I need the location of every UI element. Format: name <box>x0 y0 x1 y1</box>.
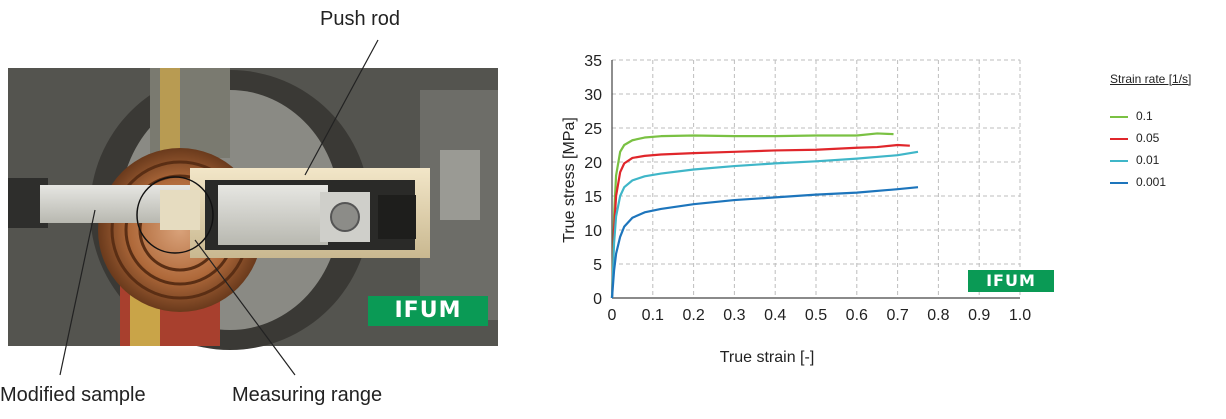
series-lines <box>610 132 919 299</box>
series-line-0_01 <box>610 150 919 299</box>
legend-label: 0.05 <box>1136 131 1160 145</box>
x-tick-label: 1.0 <box>1009 307 1031 324</box>
legend-item: 0.05 <box>1110 130 1159 146</box>
push-rod-label: Push rod <box>320 8 401 30</box>
legend-item: 0.001 <box>1110 174 1166 190</box>
y-tick-label: 15 <box>584 189 602 206</box>
y-tick-label: 5 <box>593 257 602 274</box>
legend-item: 0.1 <box>1110 108 1153 124</box>
x-tick-label: 0.5 <box>805 307 827 324</box>
legend-label: 0.1 <box>1136 109 1153 123</box>
x-tick-label: 0.8 <box>927 307 949 324</box>
modified-sample-callout-line <box>59 209 96 376</box>
push-rod-screw <box>330 202 360 232</box>
modified-sample-label: Modified sample <box>0 384 146 406</box>
grid <box>612 59 1021 298</box>
x-tick-label: 0.6 <box>846 307 868 324</box>
series-line-0_05 <box>610 143 910 299</box>
x-tick-label: 0.1 <box>642 307 664 324</box>
legend-label: 0.001 <box>1136 175 1167 189</box>
series-line-0_001 <box>610 186 919 299</box>
legend-title: Strain rate [1/s] <box>1110 72 1192 86</box>
push-rod-callout-line <box>304 39 379 176</box>
series-line-0_1 <box>610 132 894 299</box>
x-tick-label: 0.2 <box>682 307 704 324</box>
x-tick-label: 0.3 <box>723 307 745 324</box>
measuring-range-callout-line <box>194 239 296 376</box>
right-bolt <box>440 150 480 220</box>
photo-panel: Push rod Modified sample Measuring range… <box>0 0 520 414</box>
stress-strain-chart: 0 0.1 0.2 0.3 0.4 0.5 0.6 0.7 0.8 0.9 1.0 0 5 10 15 20 2… <box>561 53 1031 366</box>
y-tick-label: 10 <box>584 223 602 240</box>
y-tick-label: 25 <box>584 121 602 138</box>
legend-swatch <box>1110 181 1128 184</box>
x-tick-label: 0 <box>608 307 617 324</box>
y-axis-label: True stress [MPa] <box>561 117 578 243</box>
y-tick-label: 30 <box>584 87 602 104</box>
push-rod-dark-block <box>378 195 416 239</box>
chart-ifum-logo: IFUM <box>968 270 1054 292</box>
measuring-gap <box>160 190 200 230</box>
x-tick-label: 0.9 <box>968 307 990 324</box>
legend-item: 0.01 <box>1110 152 1159 168</box>
specimen-photo <box>8 39 498 376</box>
tick-labels: 0 0.1 0.2 0.3 0.4 0.5 0.6 0.7 0.8 0.9 1.0 0 5 10 15 20 2… <box>584 53 1031 324</box>
y-tick-label: 35 <box>584 53 602 70</box>
top-clamp-stripe <box>160 68 180 158</box>
measuring-range-label: Measuring range <box>232 384 383 406</box>
chart-panel: 0 0.1 0.2 0.3 0.4 0.5 0.6 0.7 0.8 0.9 1.0 0 5 10 15 20 2… <box>520 0 1226 414</box>
x-axis-label: True strain [-] <box>720 349 815 366</box>
legend-swatch <box>1110 159 1128 162</box>
y-tick-label: 0 <box>593 291 602 308</box>
push-rod-metal <box>218 185 328 245</box>
legend-label: 0.01 <box>1136 153 1160 167</box>
legend-swatch <box>1110 115 1128 118</box>
y-tick-label: 20 <box>584 155 602 172</box>
legend-swatch <box>1110 137 1128 140</box>
x-tick-label: 0.4 <box>764 307 786 324</box>
measuring-range-circle <box>136 176 214 254</box>
photo-ifum-logo: IFUM <box>368 296 488 326</box>
x-tick-label: 0.7 <box>886 307 908 324</box>
